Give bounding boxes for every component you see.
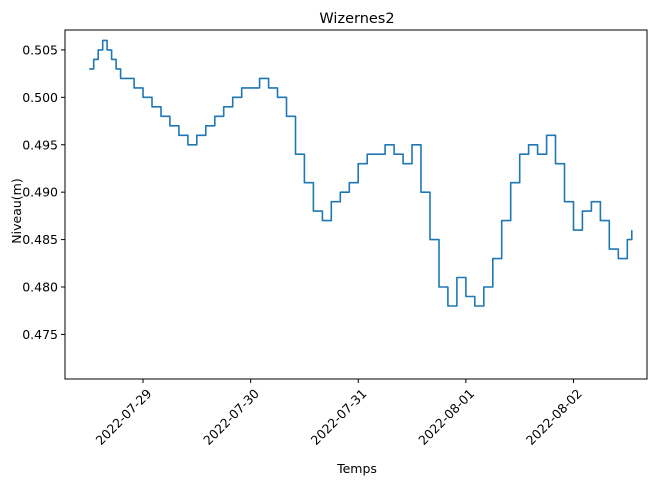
plot-area — [89, 39, 633, 307]
series-line — [89, 39, 633, 307]
y-tick-label: 0.480 — [22, 280, 58, 295]
series-line-group — [89, 39, 633, 307]
y-tick-label: 0.485 — [22, 232, 58, 247]
plot-frame — [64, 29, 648, 380]
x-tick-label: 2022-08-01 — [415, 386, 477, 448]
y-tick-label: 0.495 — [22, 137, 58, 152]
x-tick-label: 2022-07-30 — [200, 386, 262, 448]
y-tick-label: 0.500 — [22, 90, 58, 105]
chart-title: Wizernes2 — [319, 11, 394, 27]
x-tick-label: 2022-07-31 — [308, 386, 370, 448]
y-axis: 0.475 0.480 0.485 0.490 0.495 0.500 0.505 — [22, 42, 65, 342]
x-tick-label: 2022-07-29 — [92, 386, 154, 448]
y-tick-label: 0.490 — [22, 185, 58, 200]
x-axis: 2022-07-29 2022-07-30 2022-07-31 2022-08-01… — [92, 379, 585, 448]
x-axis-label: Temps — [336, 461, 377, 476]
x-tick-label: 2022-08-02 — [523, 386, 585, 448]
y-axis-label: Niveau(m) — [9, 178, 24, 243]
y-tick-label: 0.475 — [22, 327, 58, 342]
y-tick-label: 0.505 — [22, 42, 58, 57]
